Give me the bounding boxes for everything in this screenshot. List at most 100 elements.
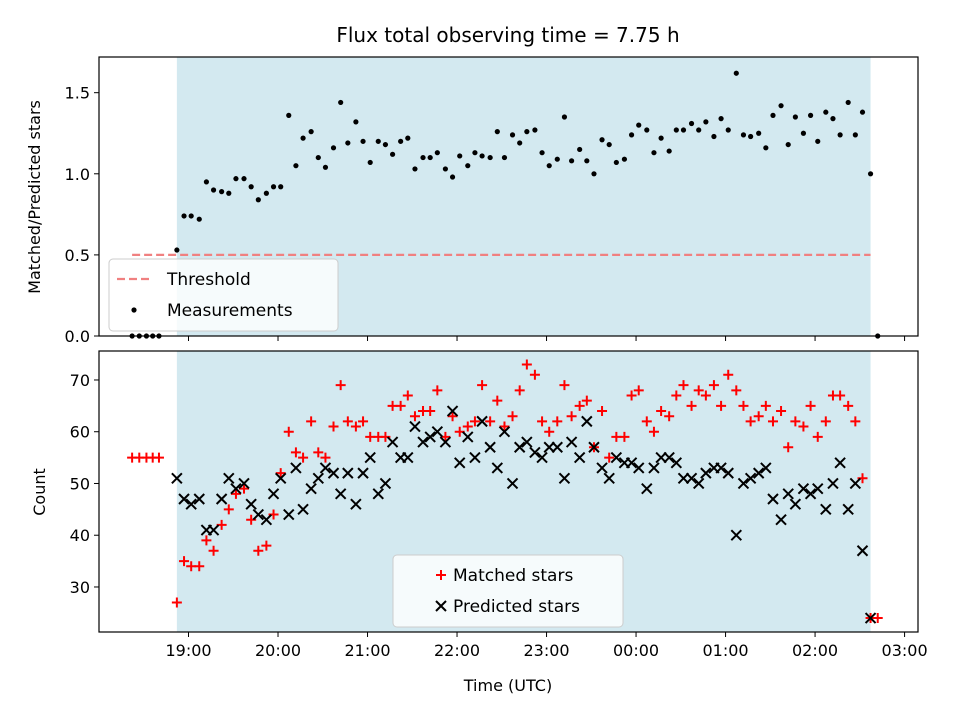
- legend-label: Measurements: [167, 301, 293, 321]
- measurement-point: [599, 137, 605, 143]
- x-tick-label: 22:00: [434, 641, 480, 660]
- predicted-star-point: [849, 477, 862, 490]
- matched-star-point: [738, 400, 749, 411]
- matched-star-point: [559, 380, 570, 391]
- y-tick-label: 1.5: [65, 84, 90, 103]
- predicted-star-point: [424, 431, 436, 443]
- measurement-point: [569, 158, 575, 164]
- measurement-point: [501, 154, 508, 161]
- measurement-point: [308, 129, 314, 135]
- predicted-star-point: [252, 508, 265, 521]
- matched-star-point: [671, 390, 682, 401]
- bottom-legend: Matched stars Predicted stars: [392, 554, 624, 628]
- legend-label: Matched stars: [453, 566, 573, 586]
- measurement-point: [628, 132, 635, 138]
- predicted-star-point: [283, 508, 295, 521]
- measurement-point: [188, 213, 194, 219]
- predicted-star-point: [319, 462, 332, 474]
- measurement-point: [210, 187, 217, 193]
- measurement-point: [465, 163, 471, 169]
- predicted-star-point: [730, 529, 743, 541]
- predicted-star-point: [565, 436, 578, 448]
- predicted-star-point: [342, 467, 354, 479]
- matched-star-point: [335, 380, 346, 391]
- measurement-point: [778, 103, 784, 109]
- predicted-star-point: [402, 451, 414, 464]
- predicted-star-point: [274, 472, 287, 485]
- measurement-point: [644, 127, 650, 133]
- plot-area: [129, 70, 881, 339]
- matched-star-point: [298, 452, 309, 463]
- predicted-star-point: [446, 405, 459, 417]
- x-axis-label: Time (UTC): [463, 676, 552, 695]
- y-tick-label: 50: [70, 474, 90, 493]
- matched-star-point: [432, 385, 443, 396]
- matched-star-point: [604, 452, 615, 463]
- axes-frame: [98, 56, 919, 337]
- measurement-point: [718, 116, 724, 122]
- measurement-point: [546, 163, 552, 169]
- predicted-star-point: [223, 472, 235, 485]
- measurement-point: [703, 119, 709, 125]
- matched-star-point: [230, 488, 241, 499]
- legend-key-matched: [436, 570, 446, 580]
- matched-star-point: [306, 416, 317, 427]
- measurement-point: [233, 176, 239, 182]
- predicted-star-point: [357, 467, 369, 479]
- measurement-point: [561, 114, 568, 120]
- matched-star-point: [153, 452, 164, 463]
- chart-title: Flux total observing time = 7.75 h: [336, 23, 679, 47]
- bottom-y-axis-label: Count: [30, 468, 49, 516]
- measurement-point: [756, 130, 762, 136]
- predicted-star-point: [625, 457, 638, 469]
- measurement-point: [412, 166, 418, 172]
- x-tick-label: 00:00: [613, 641, 659, 660]
- matched-star-point: [239, 483, 250, 494]
- legend-box: [108, 258, 339, 332]
- predicted-star-point: [760, 462, 772, 474]
- measurement-point: [748, 133, 754, 140]
- matched-star-point: [514, 385, 525, 396]
- measurement-point: [375, 138, 381, 144]
- measurement-point: [255, 197, 261, 203]
- measurement-point: [345, 140, 351, 146]
- matched-star-point: [686, 400, 697, 411]
- matched-star-point: [566, 411, 577, 422]
- matched-star-point: [223, 504, 234, 515]
- predicted-star-point: [491, 462, 504, 474]
- predicted-star-point: [462, 431, 474, 443]
- predicted-star-point: [386, 436, 399, 448]
- top-y-axis-label: Matched/Predicted stars: [25, 100, 44, 294]
- predicted-star-point: [752, 467, 765, 479]
- matched-star-point: [179, 556, 190, 567]
- measurement-point: [711, 133, 717, 140]
- matched-star-point: [409, 411, 420, 422]
- predicted-star-point: [431, 426, 444, 438]
- series-predicted-stars: [171, 405, 877, 624]
- matched-star-point: [820, 416, 831, 427]
- measurement-point: [554, 156, 560, 162]
- measurement-point: [420, 154, 426, 161]
- measurement-point: [241, 176, 247, 182]
- matched-star-point: [664, 411, 675, 422]
- predicted-star-point: [327, 467, 340, 479]
- top-legend: Threshold Measurements: [108, 258, 339, 332]
- measurement-point: [800, 130, 807, 136]
- x-tick-label: 20:00: [255, 641, 301, 660]
- matched-star-point: [619, 431, 630, 442]
- measurement-point: [830, 116, 836, 122]
- predicted-star-point: [215, 493, 228, 505]
- predicted-star-point: [663, 451, 675, 464]
- x-tick-label: 03:00: [882, 641, 928, 660]
- measurement-point: [517, 140, 523, 146]
- matched-star-point: [342, 416, 353, 427]
- series-matched-stars: [127, 359, 883, 624]
- matched-star-point: [537, 416, 548, 427]
- measurement-point: [785, 141, 791, 148]
- matched-star-point: [581, 395, 592, 406]
- matched-star-point: [544, 426, 555, 437]
- measurement-point: [330, 145, 337, 151]
- y-tick-label: 0.5: [65, 246, 90, 265]
- measurement-point: [792, 114, 798, 120]
- predicted-star-point: [439, 436, 452, 448]
